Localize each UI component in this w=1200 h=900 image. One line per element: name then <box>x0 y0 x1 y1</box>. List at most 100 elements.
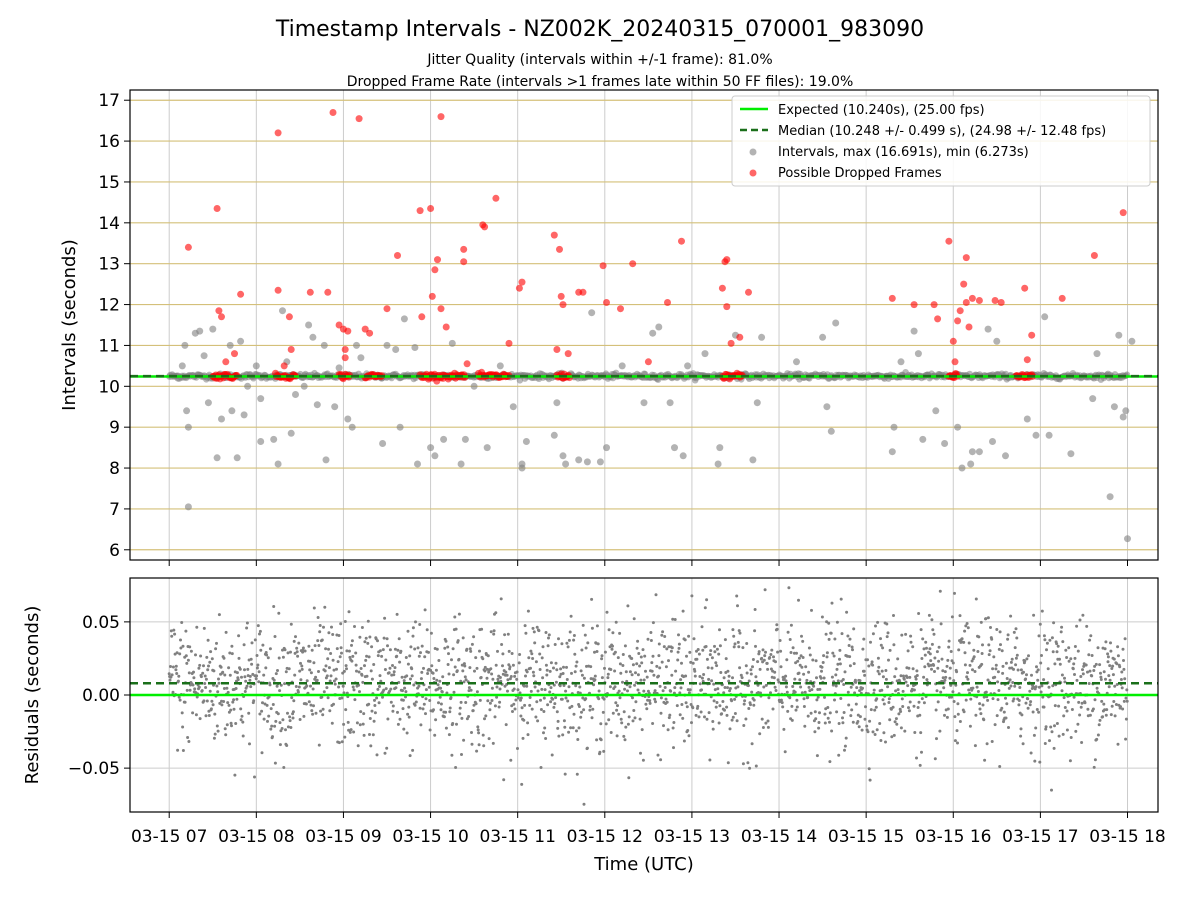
residual-point <box>1028 689 1032 693</box>
residual-point <box>868 778 872 782</box>
residual-point <box>365 674 369 678</box>
residual-point <box>724 657 728 661</box>
residual-point <box>247 711 251 715</box>
residual-point <box>309 684 312 688</box>
residual-point <box>428 699 432 702</box>
residual-point <box>977 635 981 639</box>
residual-point <box>532 674 536 678</box>
residual-point <box>1109 713 1113 717</box>
residual-point <box>717 652 721 656</box>
residual-point <box>202 699 206 703</box>
residual-point <box>329 674 333 678</box>
residual-point <box>532 630 536 634</box>
residual-point <box>476 725 480 729</box>
dropped-frame-point <box>463 360 471 368</box>
residual-point <box>939 690 943 694</box>
residual-point <box>718 644 722 648</box>
residual-point <box>509 758 513 762</box>
residual-point <box>691 661 695 665</box>
residual-point <box>215 684 219 688</box>
residual-point <box>753 608 757 611</box>
residual-point <box>818 711 821 715</box>
residual-point <box>919 731 923 735</box>
interval-point <box>309 333 317 341</box>
residual-point <box>330 721 334 725</box>
residual-point <box>893 720 897 724</box>
residual-point <box>616 656 620 660</box>
residual-point <box>478 649 481 653</box>
residual-point <box>464 701 468 704</box>
residual-point <box>963 629 967 633</box>
residual-point <box>681 716 685 720</box>
residual-point <box>902 674 905 678</box>
residual-point <box>579 715 583 719</box>
residual-point <box>796 659 800 663</box>
residual-point <box>970 659 974 663</box>
residual-point <box>1019 727 1023 731</box>
residual-point <box>1023 659 1027 663</box>
residual-point <box>828 760 832 764</box>
residual-point <box>239 718 243 722</box>
residual-point <box>785 658 789 662</box>
residual-point <box>347 728 351 732</box>
residual-point <box>1113 714 1117 718</box>
residual-point <box>727 679 731 683</box>
residual-point <box>789 651 793 654</box>
residual-point <box>1116 742 1120 746</box>
residual-point <box>638 717 642 721</box>
residual-point <box>1010 657 1014 661</box>
residual-point <box>556 726 560 730</box>
dropped-frame-point <box>505 339 513 347</box>
residual-point <box>420 644 424 648</box>
dropped-frame-point <box>603 299 610 306</box>
residual-point <box>851 648 854 652</box>
residual-point <box>843 744 847 748</box>
residual-point <box>204 686 208 689</box>
residual-point <box>305 679 309 683</box>
residual-point <box>841 716 844 720</box>
residual-point <box>717 721 721 725</box>
residual-point <box>887 697 891 701</box>
dropped-frame-point <box>910 301 918 309</box>
residual-point <box>558 684 562 688</box>
residual-point <box>998 630 1002 634</box>
residual-point <box>772 676 776 680</box>
residual-point <box>364 658 368 662</box>
residual-point <box>506 678 510 682</box>
residual-point <box>340 651 343 655</box>
residual-point <box>635 646 639 650</box>
residual-point <box>234 687 238 690</box>
residual-point <box>344 664 348 668</box>
residual-point <box>417 654 421 658</box>
dropped-frame-point <box>945 237 953 245</box>
residual-point <box>203 674 207 678</box>
dropped-frame-point <box>460 258 468 266</box>
residual-point <box>458 706 462 710</box>
residual-point <box>431 671 435 675</box>
residual-point <box>880 669 884 673</box>
residual-point <box>624 670 628 674</box>
residual-point <box>1032 613 1036 617</box>
residual-point <box>991 697 995 701</box>
residual-point <box>198 717 202 721</box>
residual-point <box>266 656 270 660</box>
residual-point <box>469 649 473 653</box>
residual-point <box>513 707 517 711</box>
residual-point <box>295 650 299 654</box>
residual-point <box>260 709 264 713</box>
residual-point <box>1026 706 1030 710</box>
residual-point <box>690 594 694 598</box>
residual-point <box>886 631 890 635</box>
dropped-frame-point <box>599 262 607 270</box>
residual-point <box>1104 677 1107 681</box>
residual-point <box>279 729 283 733</box>
residual-point <box>805 678 809 682</box>
residual-point <box>168 678 172 682</box>
interval-point <box>257 438 265 445</box>
residual-point <box>622 734 626 738</box>
residual-point <box>545 673 549 677</box>
residual-point <box>871 663 875 667</box>
residual-point <box>1029 751 1033 755</box>
interval-point <box>348 423 356 431</box>
residual-point <box>996 680 1000 684</box>
